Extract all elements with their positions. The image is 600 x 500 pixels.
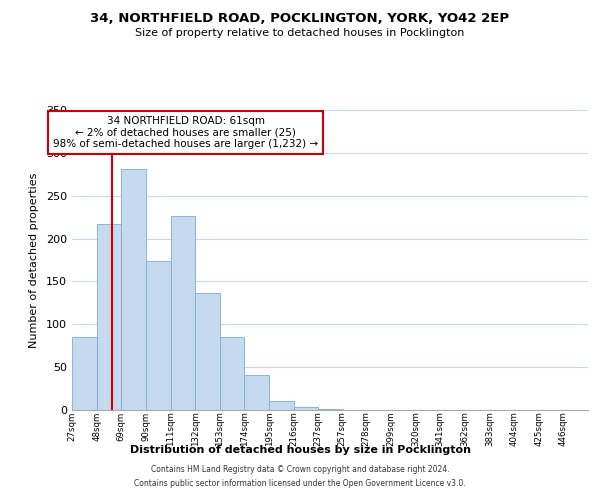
Text: Size of property relative to detached houses in Pocklington: Size of property relative to detached ho…: [136, 28, 464, 38]
Text: 34, NORTHFIELD ROAD, POCKLINGTON, YORK, YO42 2EP: 34, NORTHFIELD ROAD, POCKLINGTON, YORK, …: [91, 12, 509, 26]
Bar: [293, 406, 318, 410]
Bar: [121, 169, 146, 410]
Bar: [269, 400, 293, 410]
Bar: [220, 337, 244, 410]
Bar: [244, 375, 269, 410]
Bar: [318, 409, 343, 410]
Text: 34 NORTHFIELD ROAD: 61sqm
← 2% of detached houses are smaller (25)
98% of semi-d: 34 NORTHFIELD ROAD: 61sqm ← 2% of detach…: [53, 116, 318, 149]
Bar: [146, 261, 170, 410]
Bar: [195, 292, 220, 410]
Bar: [72, 337, 97, 410]
Y-axis label: Number of detached properties: Number of detached properties: [29, 172, 39, 348]
Bar: [170, 216, 195, 410]
Text: Distribution of detached houses by size in Pocklington: Distribution of detached houses by size …: [130, 445, 470, 455]
Bar: [97, 224, 121, 410]
Text: Contains HM Land Registry data © Crown copyright and database right 2024.
Contai: Contains HM Land Registry data © Crown c…: [134, 466, 466, 487]
